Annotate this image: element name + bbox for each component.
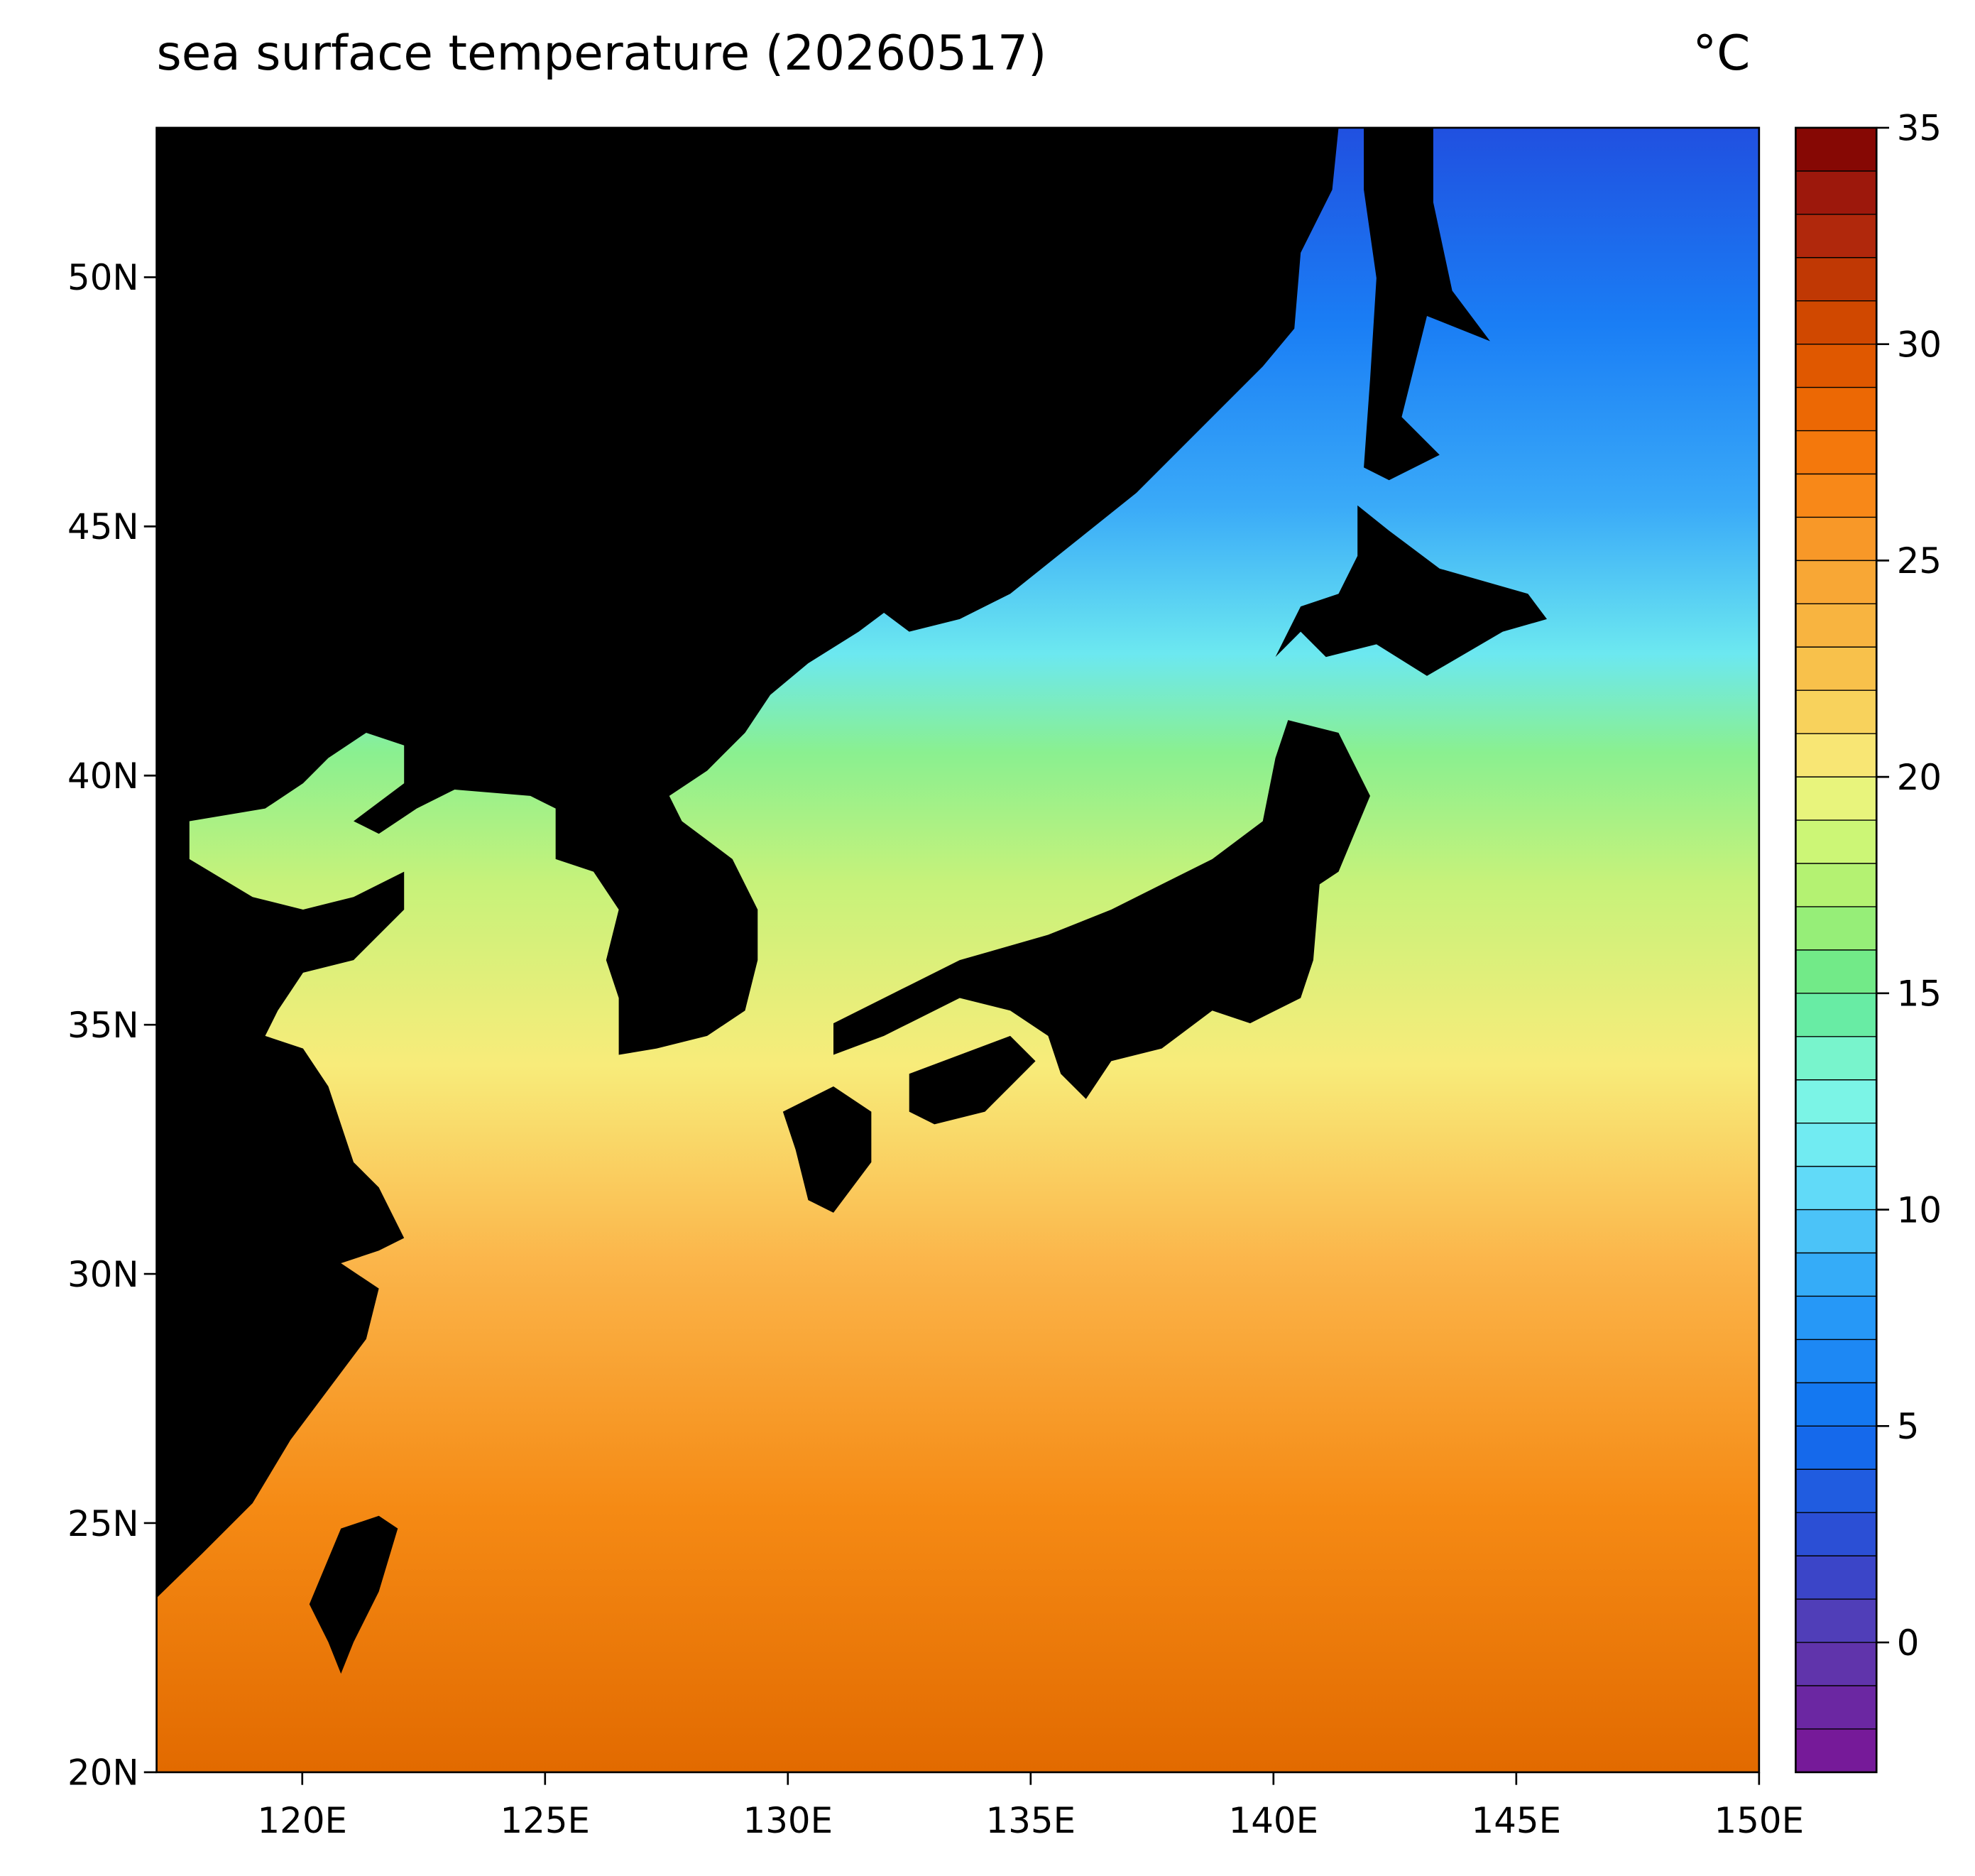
colorbar-band xyxy=(1795,257,1877,301)
colorbar-band xyxy=(1795,993,1877,1037)
map xyxy=(156,127,1759,1772)
colorbar-band xyxy=(1795,430,1877,474)
colorbar-band xyxy=(1795,344,1877,388)
y-tick-label: 45N xyxy=(67,506,139,547)
y-tick-label: 50N xyxy=(67,257,139,298)
colorbar-band xyxy=(1795,1209,1877,1253)
colorbar-band xyxy=(1795,1685,1877,1729)
colorbar-tick-label: 5 xyxy=(1897,1406,1920,1447)
colorbar-band xyxy=(1795,690,1877,734)
y-tick-label: 40N xyxy=(67,756,139,797)
x-tick-label: 150E xyxy=(1714,1800,1805,1841)
colorbar-band xyxy=(1795,1512,1877,1556)
y-tick-label: 20N xyxy=(67,1752,139,1794)
colorbar-band xyxy=(1795,949,1877,993)
colorbar-band xyxy=(1795,1036,1877,1080)
title: sea surface temperature (20260517) xyxy=(157,25,1047,81)
colorbar-band xyxy=(1795,820,1877,864)
colorbar-band xyxy=(1795,1383,1877,1427)
colorbar-band xyxy=(1795,517,1877,561)
colorbar-band xyxy=(1795,1253,1877,1297)
continent xyxy=(156,127,1339,1598)
colorbar-band xyxy=(1795,170,1877,214)
colorbar-band xyxy=(1795,777,1877,821)
colorbar-tick-label: 35 xyxy=(1897,108,1942,149)
hokkaido xyxy=(1275,505,1547,676)
colorbar-band xyxy=(1795,863,1877,907)
colorbar-band xyxy=(1795,1079,1877,1123)
colorbar-band xyxy=(1795,300,1877,344)
colorbar-band xyxy=(1795,1123,1877,1167)
colorbar-band xyxy=(1795,1166,1877,1210)
x-tick-label: 145E xyxy=(1472,1800,1562,1841)
sakhalin xyxy=(1364,127,1490,481)
colorbar-tick-label: 10 xyxy=(1897,1189,1942,1231)
colorbar-band xyxy=(1795,560,1877,604)
colorbar-band xyxy=(1795,474,1877,518)
colorbar-band xyxy=(1795,214,1877,258)
colorbar-tick-label: 15 xyxy=(1897,974,1942,1015)
colorbar-band xyxy=(1795,387,1877,431)
land xyxy=(156,127,1547,1674)
colorbar-band xyxy=(1795,127,1877,171)
x-tick-label: 140E xyxy=(1229,1800,1319,1841)
y-tick-label: 25N xyxy=(67,1503,139,1544)
plot-frame xyxy=(155,126,1761,1774)
y-tick-label: 30N xyxy=(67,1254,139,1295)
colorbar-band xyxy=(1795,734,1877,778)
colorbar-band xyxy=(1795,1426,1877,1470)
colorbar-band xyxy=(1795,1642,1877,1686)
x-tick-label: 135E xyxy=(986,1800,1076,1841)
colorbar-band xyxy=(1795,1469,1877,1513)
colorbar-band xyxy=(1795,604,1877,648)
kyushu xyxy=(782,1086,872,1213)
colorbar-band xyxy=(1795,647,1877,691)
colorbar-band xyxy=(1795,1728,1877,1772)
x-tick-label: 125E xyxy=(500,1800,591,1841)
x-tick-label: 120E xyxy=(258,1800,348,1841)
colorbar-band xyxy=(1795,1556,1877,1600)
colorbar-tick-label: 20 xyxy=(1897,757,1942,798)
colorbar-tick-label: 0 xyxy=(1897,1623,1920,1664)
colorbar-tick-label: 25 xyxy=(1897,540,1942,582)
x-tick-label: 130E xyxy=(743,1800,833,1841)
colorbar-band xyxy=(1795,1599,1877,1643)
colorbar-band xyxy=(1795,1339,1877,1383)
honshu xyxy=(833,720,1370,1099)
colorbar-band xyxy=(1795,906,1877,950)
colorbar-band xyxy=(1795,1296,1877,1340)
colorbar-tick-label: 30 xyxy=(1897,324,1942,365)
colorbar-frame xyxy=(1795,126,1878,1774)
shikoku xyxy=(909,1035,1036,1125)
colorbar-unit: °C xyxy=(1692,25,1750,81)
y-tick-label: 35N xyxy=(67,1005,139,1046)
taiwan xyxy=(309,1515,398,1674)
